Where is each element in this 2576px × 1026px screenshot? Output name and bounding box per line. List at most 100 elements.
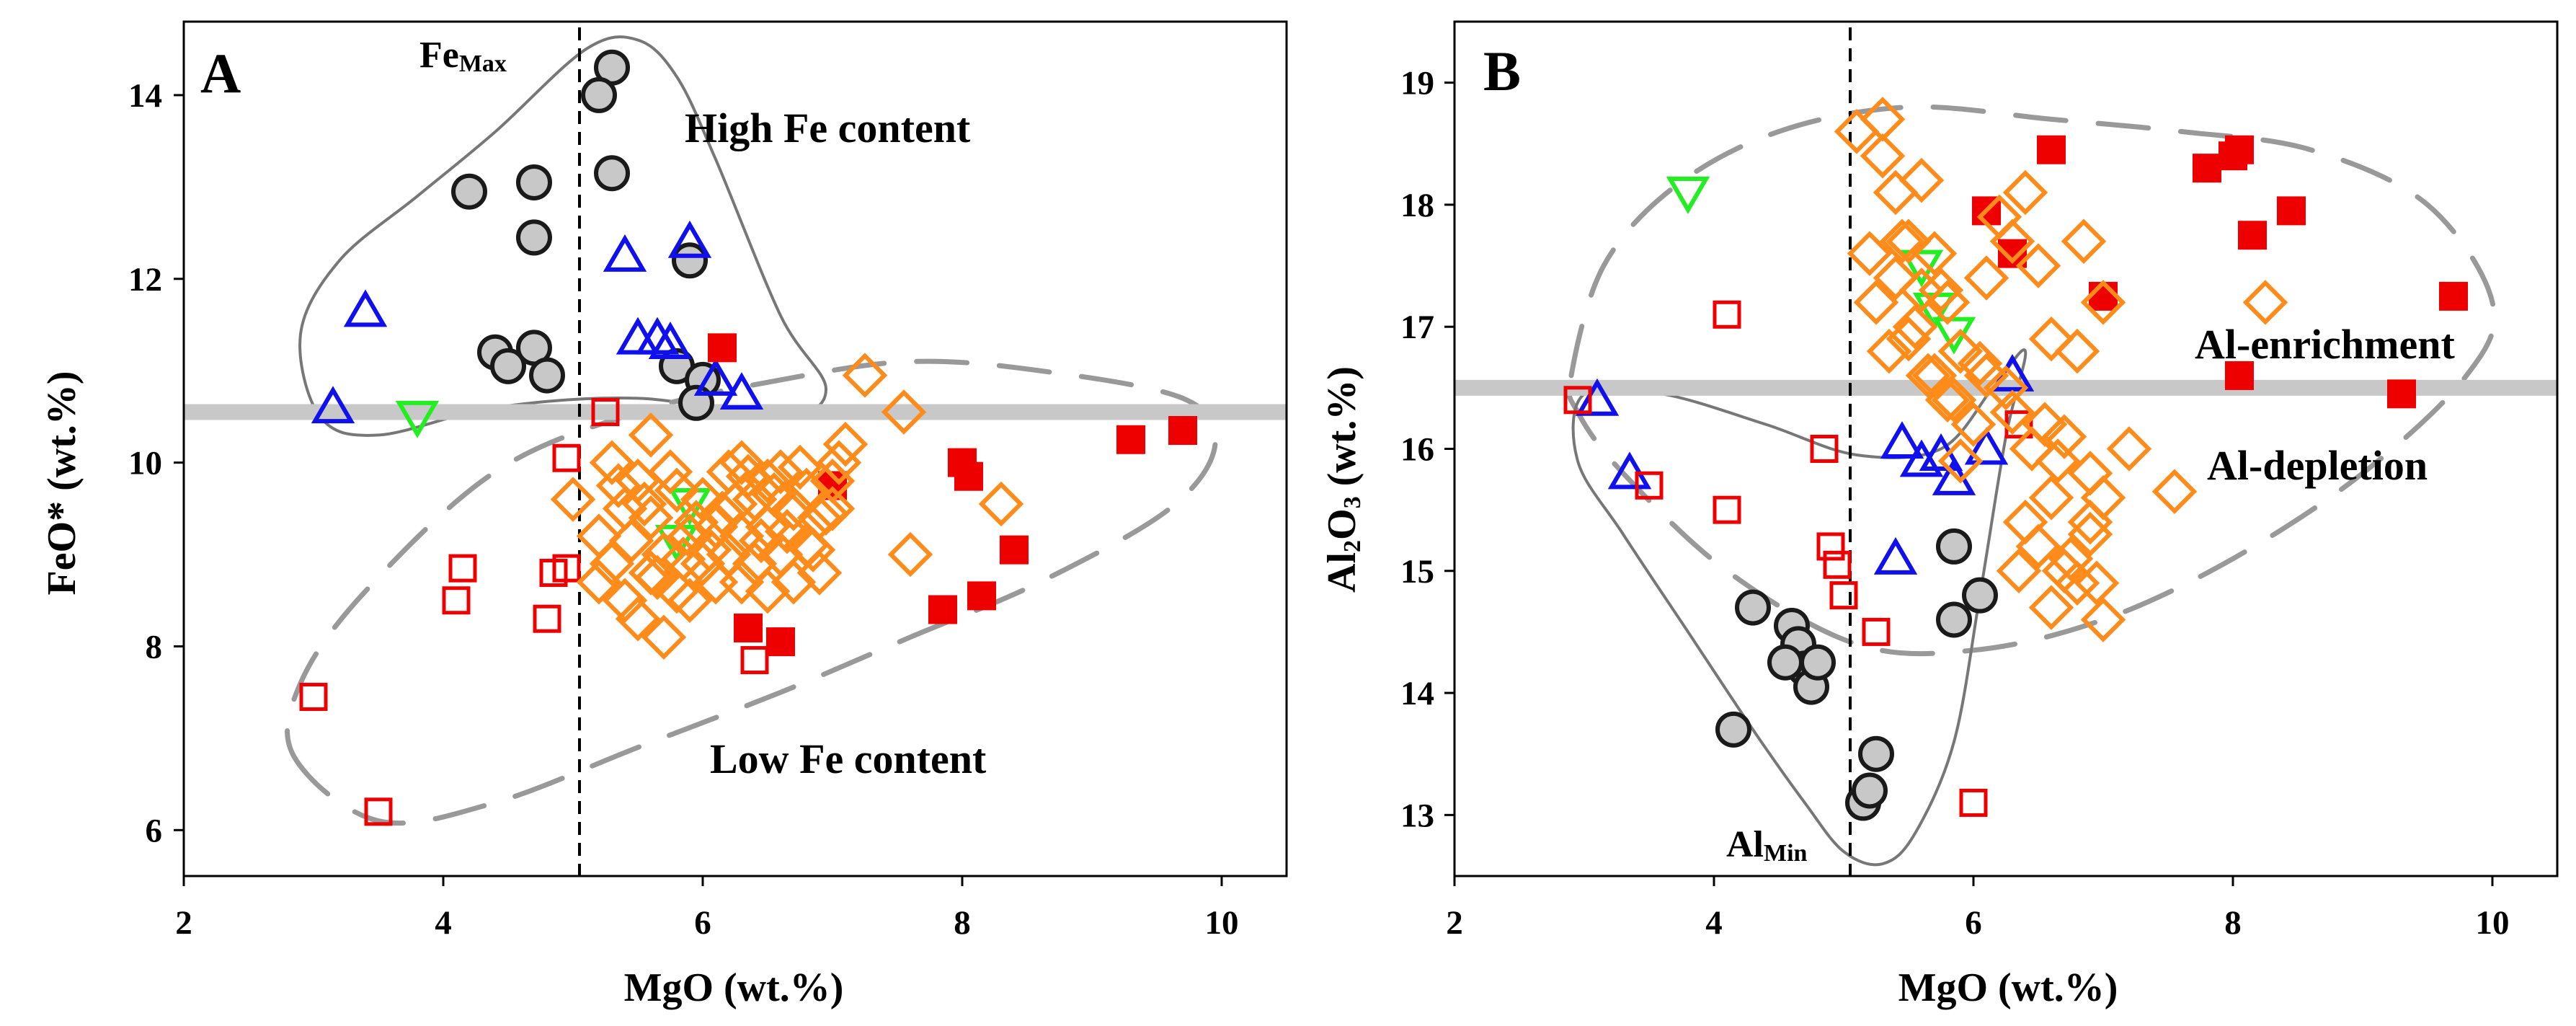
panel-b-point-triangle-up xyxy=(1964,427,2009,465)
panel-b-point-diamond xyxy=(2074,560,2120,606)
panel-a-point-diamond xyxy=(634,554,680,601)
panel-a-point-square-filled xyxy=(967,581,996,611)
panel-b-point-diamond xyxy=(1924,280,1971,325)
panel-a-point-square-filled xyxy=(928,595,957,624)
panel-a-point-diamond xyxy=(686,527,732,572)
panel-b-x-tick-label: 2 xyxy=(1446,904,1463,942)
panel-a-point-diamond xyxy=(725,454,771,499)
panel-b-point-circle xyxy=(1962,577,1998,614)
al-min-solid-field xyxy=(1571,348,2028,867)
panel-b-point-diamond xyxy=(2002,499,2048,545)
panel-b-point-diamond xyxy=(1860,133,1906,179)
panel-b-point-square-open xyxy=(1810,435,1839,463)
panel-a-fields xyxy=(285,35,1219,826)
panel-b-point-square-filled xyxy=(2238,221,2267,250)
panel-a-x-tick-label: 6 xyxy=(694,904,711,942)
panel-a-point-diamond xyxy=(699,490,745,536)
panel-b-point-diamond xyxy=(2106,426,2152,472)
panel-b-point-diamond xyxy=(1918,267,1964,313)
al-enrichment-label: Al-enrichment xyxy=(2195,321,2455,368)
panel-b-point-triangle-down xyxy=(1666,177,1710,214)
panel-a-point-diamond xyxy=(770,560,817,605)
low-fe-content-label: Low Fe content xyxy=(710,735,987,782)
panel-b-y-tick-label: 16 xyxy=(1400,431,1434,469)
panel-a-point-circle xyxy=(529,357,565,394)
panel-b-point-diamond xyxy=(1989,389,2035,435)
panel-a-point-diamond xyxy=(719,560,765,605)
panel-a-x-tick-label: 10 xyxy=(1205,904,1239,942)
panel-b-point-circle xyxy=(1715,711,1751,748)
panel-a-point-diamond xyxy=(589,440,635,485)
panel-b-point-diamond xyxy=(2041,414,2087,459)
panel-a-point-diamond xyxy=(667,578,713,623)
panel-a-point-diamond xyxy=(751,472,797,518)
panel-a-y-axis-title: FeO* (wt.%) xyxy=(40,371,84,595)
panel-b-point-circle xyxy=(1936,601,1972,638)
panel-a-chart: 2 4 6 8 10 6 8 10 12 14 A FeMax High Fe content L… xyxy=(40,20,1288,1010)
panel-b-point-diamond xyxy=(1886,218,1932,264)
panel-b-point-square-filled xyxy=(2225,135,2254,164)
panel-b-point-diamond xyxy=(2151,469,2198,514)
panel-a-x-axis-title: MgO (wt.%) xyxy=(624,965,844,1010)
panel-a-point-diamond xyxy=(680,541,726,587)
femax-main: Fe xyxy=(419,35,459,76)
panel-a-point-triangle-up xyxy=(667,220,712,258)
panel-a-point-diamond xyxy=(654,568,700,614)
panel-a-point-diamond xyxy=(978,481,1024,527)
panel-a-point-diamond xyxy=(660,536,706,582)
panel-a-point-square-filled xyxy=(766,627,795,657)
panel-a-point-square-open xyxy=(299,683,328,712)
panel-a-point-diamond xyxy=(647,449,693,495)
panel-b-point-diamond xyxy=(1847,231,1893,276)
panel-b-x-tick-label: 8 xyxy=(2224,904,2242,942)
panel-b-y-tick-label: 13 xyxy=(1400,797,1434,834)
panel-b-point-diamond xyxy=(1911,231,1958,276)
panel-b-point-diamond xyxy=(1989,218,2035,264)
panel-a-point-circle xyxy=(490,348,526,384)
panel-b-point-diamond xyxy=(1866,328,1912,374)
panel-b-point-square-open xyxy=(1816,532,1845,561)
panel-a-ticks: 2 4 6 8 10 6 8 10 12 14 xyxy=(128,77,1239,942)
panel-a-point-square-open xyxy=(533,604,561,633)
panel-b-point-circle xyxy=(1858,735,1894,772)
panel-a-point-diamond xyxy=(621,481,667,527)
panel-b-point-square-open xyxy=(1635,471,1664,500)
panel-b-data-points xyxy=(1563,97,2468,821)
panel-b-point-diamond xyxy=(1931,377,1977,423)
panel-a-point-diamond xyxy=(595,463,641,508)
panel-a-point-diamond xyxy=(842,353,888,398)
panel-a-y-tick-label: 14 xyxy=(128,77,162,115)
panel-a-point-square-open xyxy=(552,554,581,583)
panel-b-y-tick-label: 17 xyxy=(1400,309,1434,346)
panel-b-point-square-filled xyxy=(2037,135,2066,164)
panel-a-point-circle xyxy=(516,219,552,256)
panel-b-point-square-open xyxy=(1563,386,1592,415)
panel-b-y-tick-label: 19 xyxy=(1400,65,1434,102)
panel-a-femax-label: FeMax xyxy=(419,35,507,77)
panel-b-point-diamond xyxy=(1983,365,2029,411)
panel-b-point-square-filled xyxy=(2439,281,2468,311)
al-depletion-label: Al-depletion xyxy=(2207,442,2428,489)
panel-b-point-diamond xyxy=(1963,353,2009,399)
panel-a-point-diamond xyxy=(816,440,862,485)
panel-b-point-triangle-up xyxy=(1880,421,1924,459)
panel-b-point-diamond xyxy=(2061,218,2107,264)
panel-b-point-diamond xyxy=(1898,267,1945,313)
panel-b-point-diamond xyxy=(2028,474,2074,521)
panel-b-x-axis-title: MgO (wt.%) xyxy=(1898,965,2118,1010)
panel-b-point-diamond xyxy=(1950,402,1997,447)
al2o3-sub-2: 2 xyxy=(1339,540,1366,552)
panel-a-point-square-filled xyxy=(1000,535,1029,565)
panel-a-point-circle xyxy=(451,173,487,210)
panel-a-point-square-open xyxy=(591,398,620,427)
al2o3-sub-3: 3 xyxy=(1339,496,1366,508)
panel-a-point-triangle-up xyxy=(719,372,764,410)
al2o3-al: Al xyxy=(1320,552,1364,593)
panel-b-point-diamond xyxy=(1937,328,1984,374)
panel-a-point-diamond xyxy=(602,578,648,623)
panel-b-point-circle xyxy=(1852,772,1888,809)
panel-a-point-diamond xyxy=(641,614,687,660)
panel-a-point-triangle-up xyxy=(311,386,355,424)
